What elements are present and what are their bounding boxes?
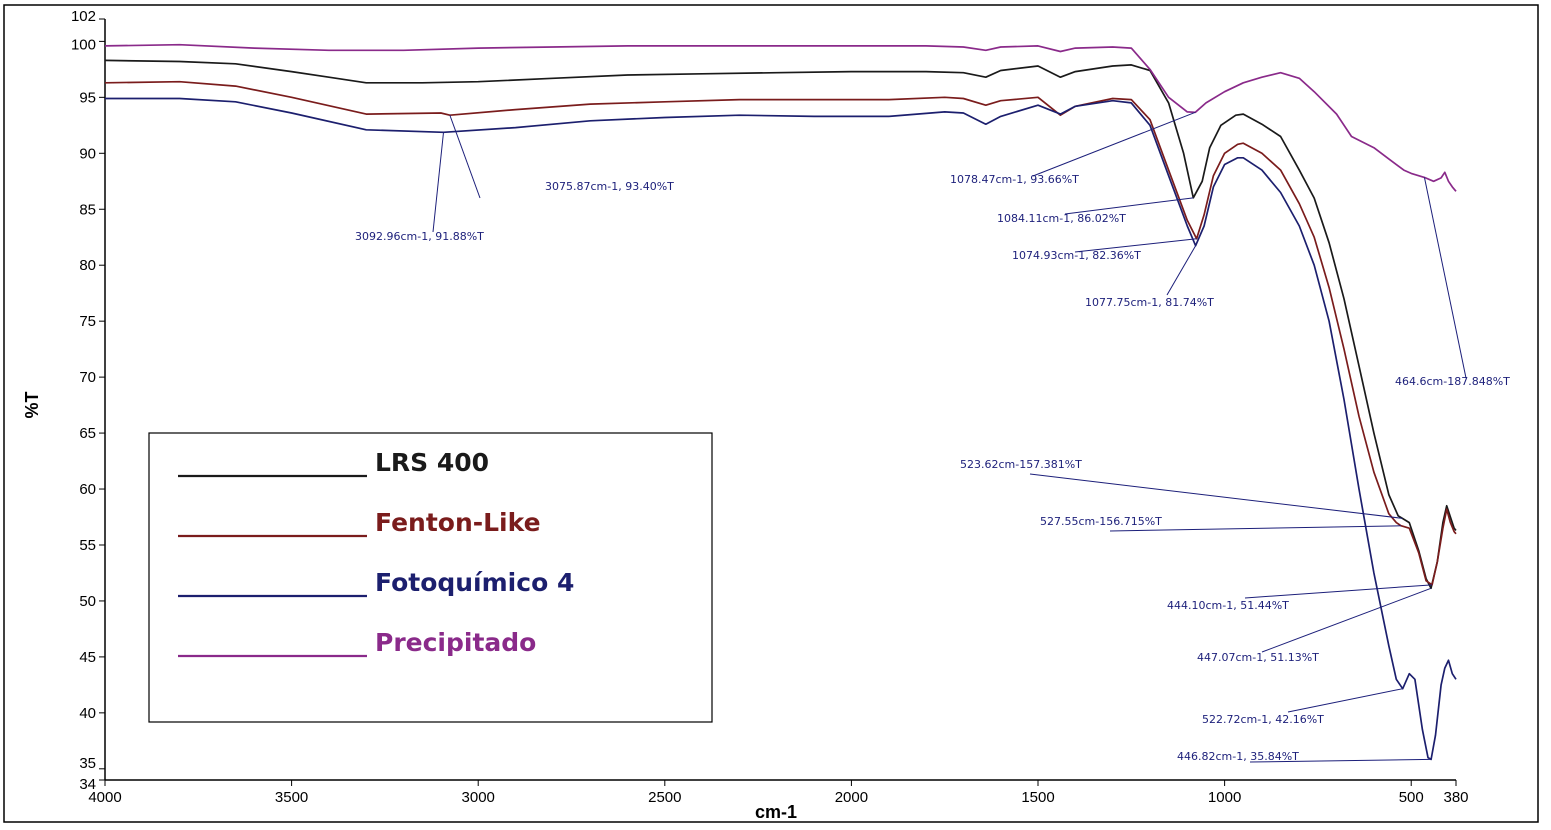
- y-tick-label: 60: [79, 481, 96, 498]
- y-tick-label: 40: [79, 705, 96, 722]
- x-tick-label: 500: [1399, 789, 1424, 806]
- series-group: [104, 43, 1457, 761]
- annotation-leader-line: [432, 132, 445, 233]
- y-tick-label: 80: [79, 257, 96, 274]
- annotation-label: 1077.75cm-1, 81.74%T: [1085, 296, 1214, 309]
- y-tick-label: 34: [79, 776, 96, 793]
- annotation-leader-line: [1109, 525, 1401, 532]
- y-tick-label: 100: [71, 36, 96, 53]
- x-tick-label: 3000: [462, 789, 495, 806]
- annotation-label: 527.55cm-156.715%T: [1040, 515, 1162, 528]
- annotation-leader-line: [1064, 197, 1194, 215]
- annotation-label: 3075.87cm-1, 93.40%T: [545, 180, 674, 193]
- y-tick-label: 70: [79, 369, 96, 386]
- annotation-label: 464.6cm-187.848%T: [1395, 375, 1510, 388]
- annotation-leader-line: [1244, 584, 1433, 599]
- annotation-label: 1078.47cm-1, 93.66%T: [950, 173, 1079, 186]
- y-tick-label: 90: [79, 145, 96, 162]
- x-tick-label: 380: [1443, 789, 1468, 806]
- annotation-leader-line: [1074, 238, 1197, 253]
- y-tick-label: 55: [79, 537, 96, 554]
- y-tick-label: 35: [79, 755, 96, 772]
- legend-label: Fotoquímico 4: [375, 568, 574, 597]
- y-tick-label: 45: [79, 649, 96, 666]
- y-tick-label: 50: [79, 593, 96, 610]
- annotation-label: 522.72cm-1, 42.16%T: [1202, 713, 1324, 726]
- legend: LRS 400 Fenton-Like Fotoquímico 4 Precipita…: [148, 432, 713, 723]
- y-tick-label: 95: [79, 89, 96, 106]
- annotation-label: 1074.93cm-1, 82.36%T: [1012, 249, 1141, 262]
- x-tick-label: 2500: [648, 789, 681, 806]
- annotation-leader-line: [449, 115, 481, 199]
- series-line-4: [104, 43, 1457, 192]
- series-line-1: [104, 59, 1457, 590]
- y-tick-label: 102: [71, 8, 96, 25]
- legend-label: LRS 400: [375, 448, 489, 477]
- outer-frame: [3, 4, 1539, 823]
- x-tick-label: 3500: [275, 789, 308, 806]
- x-tick-label: 2000: [835, 789, 868, 806]
- series-line-3: [105, 97, 1457, 761]
- annotation-leader-line: [1423, 177, 1467, 379]
- y-tick-label: 85: [79, 201, 96, 218]
- annotations-group: 3075.87cm-1, 93.40%T 3092.96cm-1, 91.88%T…: [355, 111, 1510, 763]
- legend-label: Precipitado: [375, 628, 536, 657]
- annotation-label: 446.82cm-1, 35.84%T: [1177, 750, 1299, 763]
- series-line-2: [104, 80, 1457, 586]
- x-axis-label: cm-1: [755, 802, 797, 822]
- annotation-leader-line: [1032, 111, 1196, 177]
- annotation-label: 523.62cm-157.381%T: [960, 458, 1082, 471]
- annotation-leader-line: [1029, 473, 1403, 519]
- annotation-label: 1084.11cm-1, 86.02%T: [997, 212, 1126, 225]
- y-axis-label: %T: [22, 391, 42, 418]
- legend-box: [148, 432, 713, 723]
- x-tick-label: 1000: [1208, 789, 1241, 806]
- annotation-label: 447.07cm-1, 51.13%T: [1197, 651, 1319, 664]
- annotation-label: 444.10cm-1, 51.44%T: [1167, 599, 1289, 612]
- x-tick-label: 4000: [88, 789, 121, 806]
- annotation-leader-line: [1287, 688, 1403, 713]
- x-tick-label: 1500: [1021, 789, 1054, 806]
- axes: 4000 3500 3000 2500 2000 1500 1000 500 380 34 35 40…: [71, 8, 1469, 806]
- annotation-label: 3092.96cm-1, 91.88%T: [355, 230, 484, 243]
- y-tick-label: 75: [79, 313, 96, 330]
- legend-label: Fenton-Like: [375, 508, 541, 537]
- annotation-leader-line: [1261, 587, 1432, 653]
- annotation-leader-line: [1249, 758, 1432, 763]
- annotation-leader-line: [1166, 245, 1197, 296]
- y-tick-label: 65: [79, 425, 96, 442]
